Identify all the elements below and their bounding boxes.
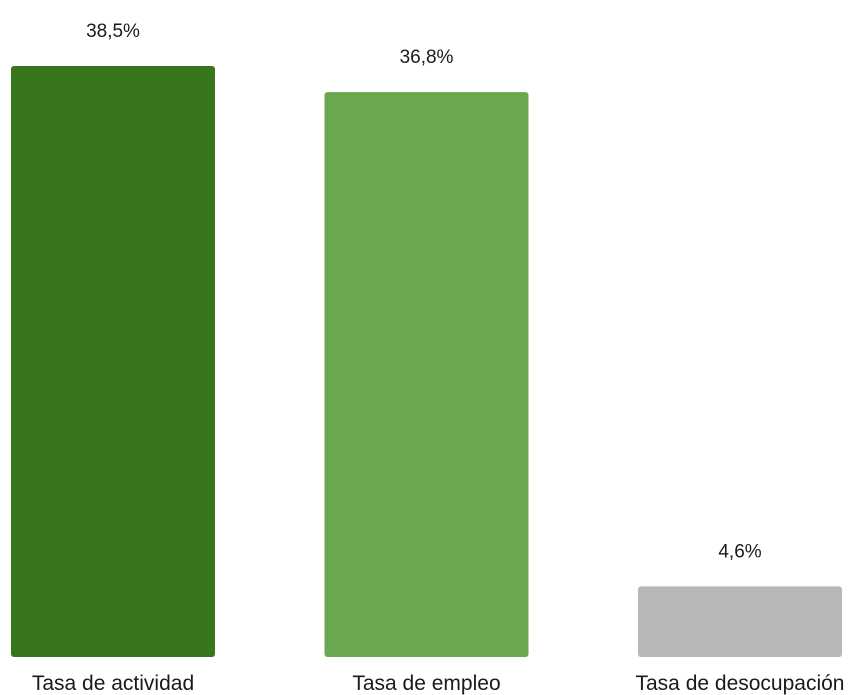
data-label-1: 38,5% xyxy=(86,21,140,42)
bar-2 xyxy=(324,92,529,657)
data-label-3: 4,6% xyxy=(718,541,761,562)
bar-1 xyxy=(11,66,215,657)
category-label-1: Tasa de actividad xyxy=(32,672,194,695)
category-label-2: Tasa de empleo xyxy=(352,672,500,695)
category-labels-group: Tasa de actividad Tasa de empleo Tasa de d… xyxy=(32,672,845,695)
data-label-2: 36,8% xyxy=(400,47,454,68)
category-label-3: Tasa de desocupación xyxy=(636,672,845,695)
value-labels-group: 38,5% 36,8% 4,6% xyxy=(86,21,762,562)
bars-group xyxy=(11,66,842,657)
bar-3 xyxy=(638,586,842,657)
